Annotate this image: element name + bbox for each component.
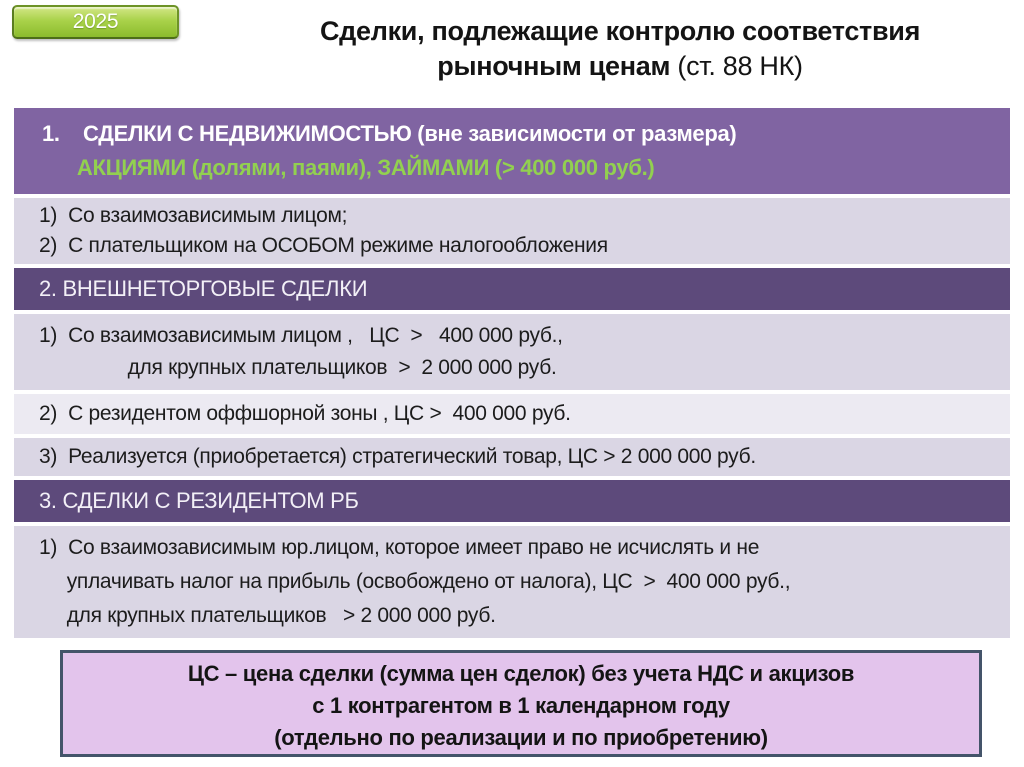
- section2-row-1: 1) Со взаимозависимым лицом , ЦС > 400 0…: [14, 314, 1010, 390]
- definition-box: ЦС – цена сделки (сумма цен сделок) без …: [60, 650, 982, 757]
- section2-row-2: 2) С резидентом оффшорной зоны , ЦС > 40…: [14, 394, 1010, 434]
- title-line1: Сделки, подлежащие контролю соответствия: [319, 16, 921, 46]
- slide-title: Сделки, подлежащие контролю соответствия…: [210, 14, 1024, 84]
- definition-line2: с 1 контрагентом в 1 календарном году: [312, 693, 730, 718]
- section1-header-line1: 1. СДЕЛКИ С НЕДВИЖИМОСТЬЮ (вне зависимос…: [42, 121, 737, 146]
- definition-line3: (отдельно по реализации и по приобретени…: [274, 725, 768, 750]
- section2-header: 2. ВНЕШНЕТОРГОВЫЕ СДЕЛКИ: [14, 268, 1010, 310]
- title-line2-bold: рыночным ценам: [437, 51, 671, 81]
- year-badge-label: 2025: [72, 10, 119, 33]
- section1-row: 1) Со взаимозависимым лицом; 2) С плател…: [14, 198, 1010, 264]
- section3-row: 1) Со взаимозависимым юр.лицом, которое …: [14, 526, 1010, 638]
- section3-header: 3. СДЕЛКИ С РЕЗИДЕНТОМ РБ: [14, 480, 1010, 522]
- rules-table: 1. СДЕЛКИ С НЕДВИЖИМОСТЬЮ (вне зависимос…: [14, 108, 1010, 638]
- section2-row-3: 3) Реализуется (приобретается) стратегич…: [14, 438, 1010, 476]
- year-badge: 2025: [12, 5, 179, 39]
- definition-line1: ЦС – цена сделки (сумма цен сделок) без …: [187, 661, 855, 686]
- title-line2-regular: (ст. 88 НК): [670, 51, 803, 81]
- section1-header-line2: АКЦИЯМИ (долями, паями), ЗАЙМАМИ (> 400 …: [42, 155, 655, 180]
- section1-header: 1. СДЕЛКИ С НЕДВИЖИМОСТЬЮ (вне зависимос…: [14, 108, 1010, 194]
